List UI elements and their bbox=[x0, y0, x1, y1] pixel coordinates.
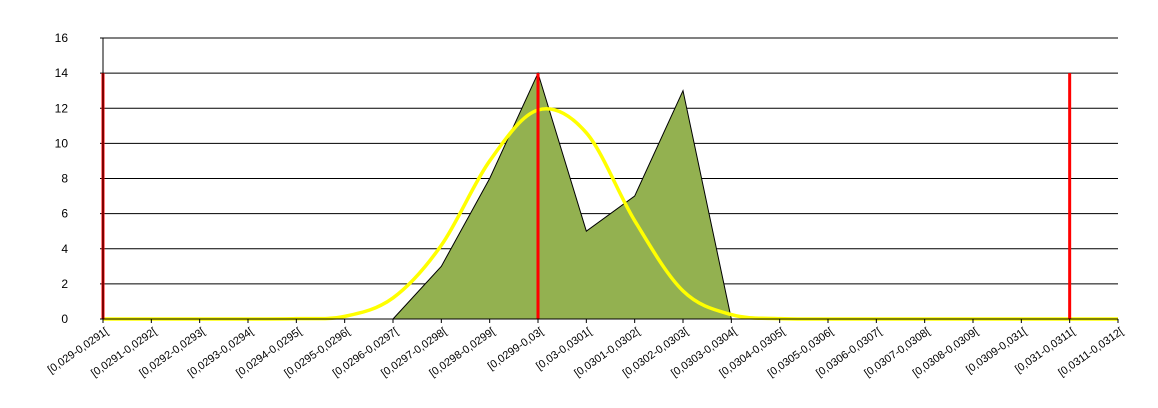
x-tick-labels: [0,029-0,0291[[0,0291-0,0292[[0,0292-0,0… bbox=[46, 326, 1126, 380]
y-tick-label: 6 bbox=[61, 207, 68, 221]
y-tick-label: 10 bbox=[55, 136, 69, 150]
grid-lines bbox=[100, 37, 1118, 285]
y-tick-label: 12 bbox=[55, 101, 69, 115]
axes bbox=[100, 38, 1119, 323]
area-fill bbox=[103, 73, 1118, 319]
y-tick-label: 14 bbox=[55, 66, 69, 80]
y-tick-label: 2 bbox=[61, 277, 68, 291]
area-series bbox=[103, 71, 1118, 320]
area-outline bbox=[392, 71, 732, 320]
y-tick-label: 4 bbox=[61, 242, 68, 256]
y-tick-label: 0 bbox=[61, 312, 68, 326]
y-tick-labels: 0 2 4 6 8 10 12 14 16 bbox=[55, 31, 69, 326]
y-tick-label: 16 bbox=[55, 31, 69, 45]
y-tick-label: 8 bbox=[61, 172, 68, 186]
